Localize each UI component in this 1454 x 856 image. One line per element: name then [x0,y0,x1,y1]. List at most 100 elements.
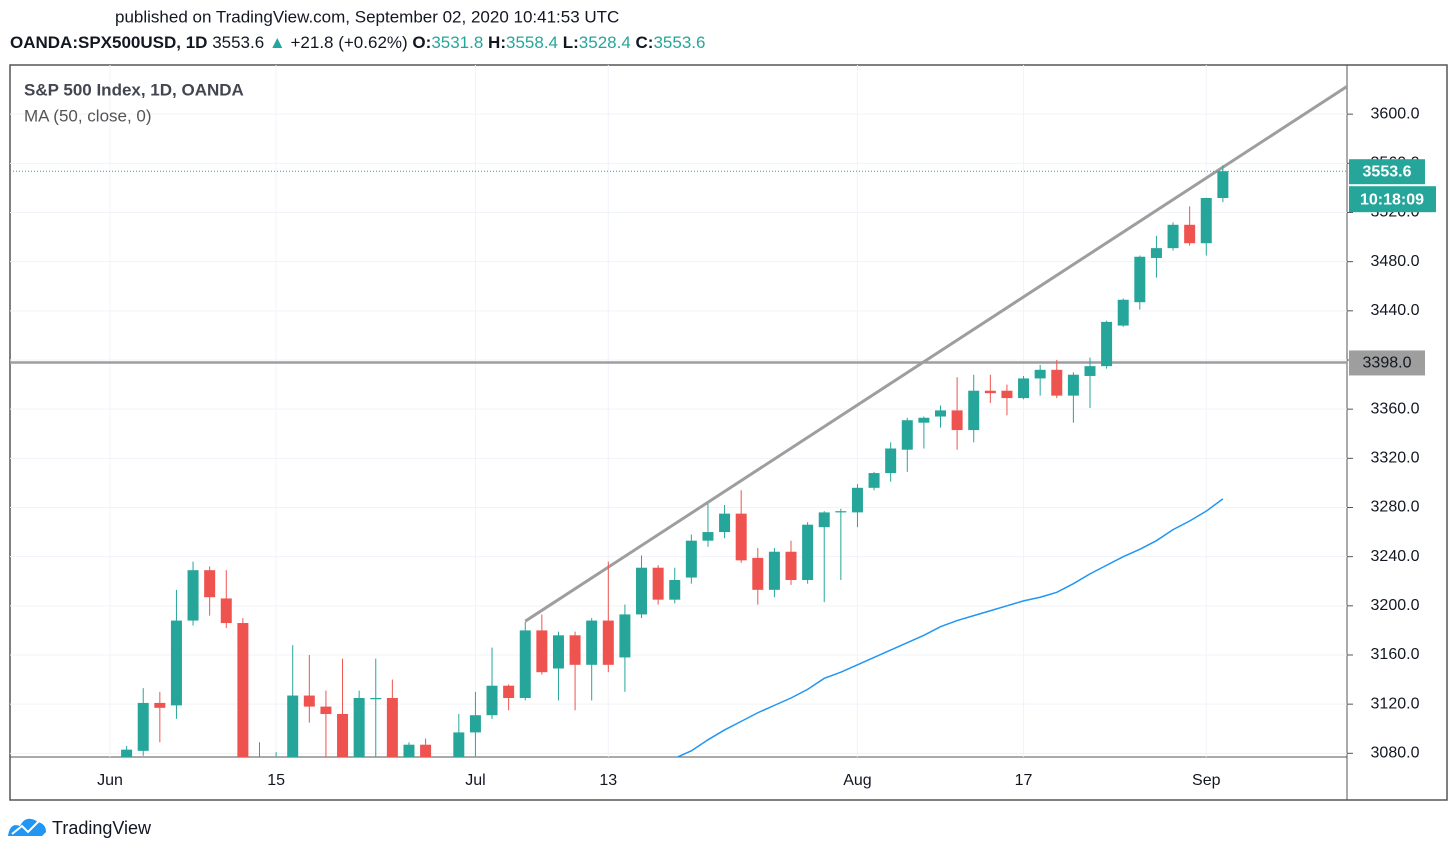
candle-body [719,513,731,533]
hline-label-box [1349,350,1425,376]
c-label: C: [636,33,654,52]
candle-body [619,614,631,658]
candle-body [121,749,133,757]
y-tick-label: 3200.0 [1371,597,1420,614]
h: 3558.4 [506,33,558,52]
o-label: O: [412,33,431,52]
candle-body [187,570,199,621]
legend-title: S&P 500 Index, 1D, OANDA [24,80,244,99]
countdown: 10:18:09 [1360,191,1424,208]
candle-body [370,698,382,700]
candle-body [636,567,648,615]
last-price-label: 3553.6 [1363,163,1412,180]
arrow: ▲ [269,33,286,52]
candle-body [918,417,930,423]
symbol: OANDA:SPX500USD, 1D [10,33,207,52]
candle-body [287,695,299,757]
last: 3553.6 [212,33,264,52]
candle-body [320,706,332,714]
x-tick-label: Aug [843,772,871,789]
x-tick-label: Sep [1192,772,1221,789]
candle-body [1034,369,1046,379]
y-tick-label: 3360.0 [1371,400,1420,417]
candle-body [1217,171,1229,198]
x-tick-label: 13 [599,772,617,789]
candle-body [901,420,913,450]
candle-body [968,390,980,431]
x-tick-label: Jun [97,772,123,789]
candle-body [170,620,182,706]
y-tick-label: 3440.0 [1371,302,1420,319]
candle-body [984,390,996,394]
change: +21.8 (+0.62%) [290,33,407,52]
o: 3531.8 [431,33,483,52]
candle-body [204,570,216,598]
y-tick-label: 3240.0 [1371,548,1420,565]
candle-body [1184,224,1196,244]
frame [9,64,1448,801]
x-tick-label: Jul [465,772,485,789]
candle-body [1167,224,1179,249]
candle-body [935,410,946,417]
hline-label: 3398.0 [1363,355,1412,372]
y-tick-label: 3480.0 [1371,253,1420,270]
y-tick-label: 3160.0 [1371,646,1420,663]
ma-line [675,498,1224,757]
grid [10,65,1347,757]
candle-body [519,630,531,699]
brand: TradingView [52,818,152,838]
candle-body [602,620,614,665]
x-tick-label: 17 [1015,772,1033,789]
candle-body [885,448,897,474]
candle-body [303,695,315,707]
trend-line [524,84,1347,623]
candle-body [1150,248,1162,258]
candle-body [437,784,448,837]
candle-body [818,512,830,528]
candle-body [652,567,664,600]
y-tick-label: 3080.0 [1371,745,1420,762]
y-tick-label: 3320.0 [1371,450,1420,467]
x-tick-label: 15 [267,772,285,789]
y-tick-label: 3600.0 [1371,105,1420,122]
candle-body [569,635,581,665]
candle-body [586,620,598,665]
candle-body [137,702,149,751]
candle-body [851,487,863,513]
candle-body [1067,374,1079,396]
candle-body [752,557,764,590]
candle-body [1200,197,1212,244]
l: 3528.4 [579,33,631,52]
candle-body [536,630,548,673]
candle-body [868,473,880,488]
logo [8,818,46,836]
candle-body [503,685,515,699]
candle-body [685,540,697,578]
candle-body [669,580,681,600]
candle-body [1001,390,1013,399]
candle-body [469,715,481,733]
candle-body [453,732,465,757]
axes: 3080.0 3120.0 3160.0 3200.0 3240.0 3280.0 3320… [97,105,1436,789]
y-tick-label: 3120.0 [1371,695,1420,712]
candle-body [420,744,432,757]
y-tick-label: 3280.0 [1371,499,1420,516]
candle-body [1101,321,1113,367]
candle-body [353,698,365,757]
last-price-box [1349,159,1425,185]
candle-body [735,513,747,561]
candle-body [220,598,232,624]
symbol-line: OANDA:SPX500USD, 1D 3553.6 ▲ +21.8 (+0.6… [10,33,705,52]
candle-body [337,713,349,757]
candle-body [951,410,963,431]
candle-body [552,635,564,669]
c: 3553.6 [653,33,705,52]
candle-body [1134,256,1146,303]
published: published on TradingView.com, September … [115,7,619,26]
legend-ma: MA (50, close, 0) [24,106,152,125]
l-label: L: [563,33,579,52]
candle-body [1084,366,1096,376]
plot [10,84,1347,837]
